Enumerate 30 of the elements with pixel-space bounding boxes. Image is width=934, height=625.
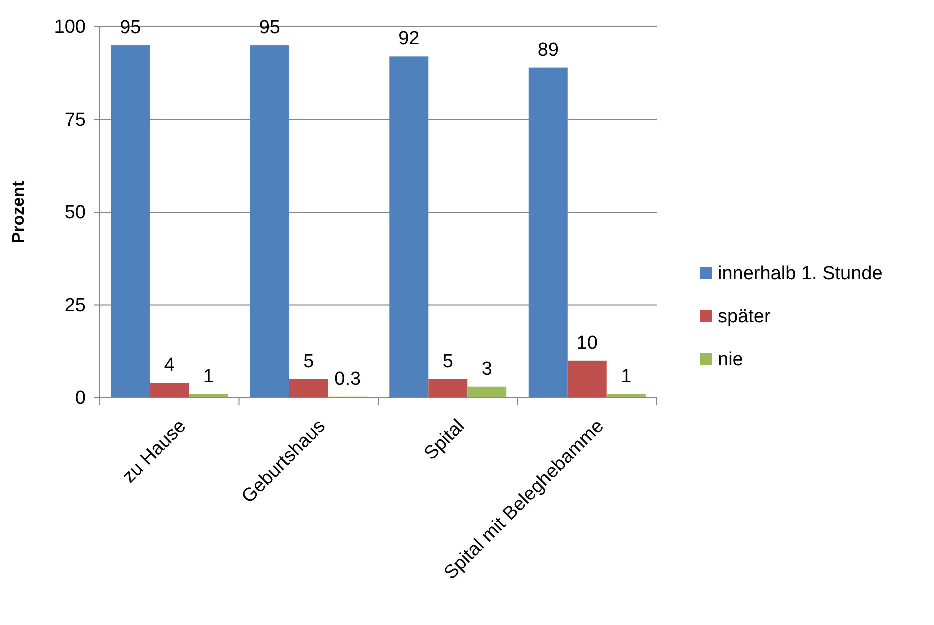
bar (568, 360, 607, 398)
data-label: 0.3 (334, 368, 362, 390)
data-label: 4 (164, 355, 176, 376)
y-tick-label: 75 (64, 110, 86, 131)
y-tick-label: 100 (54, 17, 86, 38)
data-label: 95 (120, 18, 142, 39)
y-tick-label: 50 (64, 202, 86, 224)
legend-label: nie (718, 350, 744, 371)
data-label: 10 (576, 332, 598, 354)
data-label: 1 (203, 366, 214, 388)
data-label: 95 (259, 18, 280, 39)
bar (468, 386, 507, 398)
y-tick-label: 25 (64, 295, 86, 316)
data-label: 89 (538, 40, 559, 61)
bar (289, 379, 328, 398)
legend-label: später (718, 306, 772, 328)
bar (428, 379, 468, 398)
bar (150, 383, 190, 398)
legend-label: innerhalb 1. Stunde (718, 264, 883, 285)
bar (390, 56, 429, 398)
data-label: 1 (621, 366, 632, 388)
y-axis-title: Prozent (9, 180, 28, 244)
bar (250, 46, 290, 398)
data-label: 5 (304, 351, 314, 372)
data-label: 5 (442, 351, 454, 372)
data-label: 3 (482, 358, 492, 380)
bar (528, 68, 568, 398)
bar (111, 46, 150, 398)
y-tick-label: 0 (75, 388, 86, 410)
data-label: 92 (398, 28, 420, 50)
